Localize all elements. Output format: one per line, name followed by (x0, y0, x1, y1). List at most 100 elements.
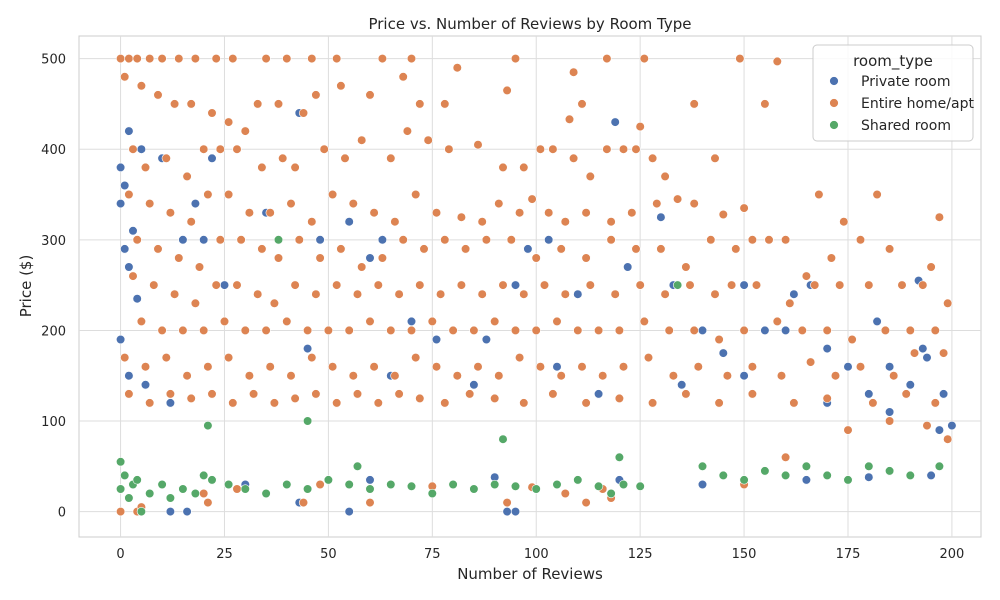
data-point (710, 289, 720, 299)
data-point (352, 389, 363, 399)
data-point (490, 316, 500, 327)
data-point (219, 280, 230, 290)
data-point (839, 217, 849, 227)
data-point (136, 144, 146, 154)
data-point (398, 235, 408, 245)
data-point (290, 280, 300, 290)
data-point (843, 475, 853, 485)
legend: room_type Private room Entire home/apt S… (812, 44, 974, 142)
data-point (814, 189, 824, 200)
data-point (606, 217, 616, 227)
data-point (128, 271, 138, 281)
data-point (706, 235, 716, 245)
legend-marker-shared-room (829, 120, 839, 130)
data-point (157, 325, 167, 336)
data-point (386, 325, 396, 336)
data-point (905, 380, 915, 390)
data-point (714, 398, 724, 408)
data-point (776, 371, 787, 381)
data-point (618, 144, 629, 154)
data-point (560, 289, 570, 299)
data-point (427, 488, 437, 499)
data-point (689, 325, 699, 336)
data-point (157, 479, 167, 490)
data-point (228, 53, 238, 64)
data-point (402, 126, 413, 136)
data-point (519, 398, 529, 408)
x-tick-label: 200 (939, 547, 964, 562)
data-point (286, 199, 296, 209)
data-point (747, 235, 758, 245)
data-point (826, 253, 837, 263)
data-point (203, 498, 213, 508)
data-point (822, 325, 832, 336)
data-point (548, 389, 558, 399)
data-point (357, 262, 367, 272)
data-point (465, 389, 475, 399)
data-point (764, 235, 774, 245)
data-point (431, 362, 442, 372)
data-point (215, 144, 225, 154)
data-point (934, 425, 945, 435)
data-point (323, 325, 334, 336)
data-point (490, 479, 500, 490)
data-point (140, 162, 151, 172)
data-point (930, 325, 940, 336)
data-point (602, 53, 612, 64)
data-point (593, 389, 604, 399)
data-point (182, 507, 192, 517)
data-point (494, 199, 504, 209)
data-point (772, 56, 782, 67)
data-point (830, 371, 841, 381)
data-point (115, 162, 126, 172)
data-point (581, 498, 591, 508)
data-point (120, 353, 130, 363)
x-tick-label: 50 (320, 547, 337, 562)
data-point (386, 479, 396, 490)
data-point (585, 171, 595, 181)
data-point (531, 484, 541, 494)
data-point (136, 316, 146, 327)
data-point (394, 289, 404, 299)
data-point (315, 235, 325, 245)
data-point (174, 53, 184, 64)
data-point (236, 235, 246, 245)
data-point (348, 199, 358, 209)
data-point (697, 325, 708, 336)
data-point (510, 325, 521, 336)
data-point (647, 398, 658, 408)
data-point (120, 72, 130, 82)
data-point (290, 162, 300, 172)
y-tick-label: 400 (41, 143, 66, 158)
data-point (843, 425, 853, 435)
data-point (581, 398, 591, 408)
x-tick-label: 100 (524, 547, 549, 562)
data-point (502, 507, 512, 517)
data-point (610, 117, 620, 127)
data-point (124, 53, 134, 64)
data-point (170, 99, 180, 109)
data-point (415, 280, 425, 290)
data-point (307, 217, 317, 227)
data-point (124, 262, 134, 272)
legend-label-entire-home: Entire home/apt (861, 96, 974, 112)
data-point (868, 398, 878, 408)
data-point (207, 153, 217, 163)
data-point (593, 481, 604, 491)
data-point (739, 371, 749, 381)
data-point (672, 194, 683, 204)
data-point (332, 53, 342, 64)
chart-title: Price vs. Number of Reviews by Room Type (368, 15, 691, 33)
data-point (373, 398, 383, 408)
data-point (365, 90, 375, 100)
data-point (415, 393, 425, 404)
data-point (303, 484, 313, 494)
data-point (614, 393, 625, 404)
data-point (598, 371, 608, 381)
legend-label-shared-room: Shared room (861, 118, 951, 134)
data-point (677, 380, 687, 390)
data-point (394, 389, 404, 399)
data-point (145, 488, 155, 499)
data-point (249, 389, 259, 399)
